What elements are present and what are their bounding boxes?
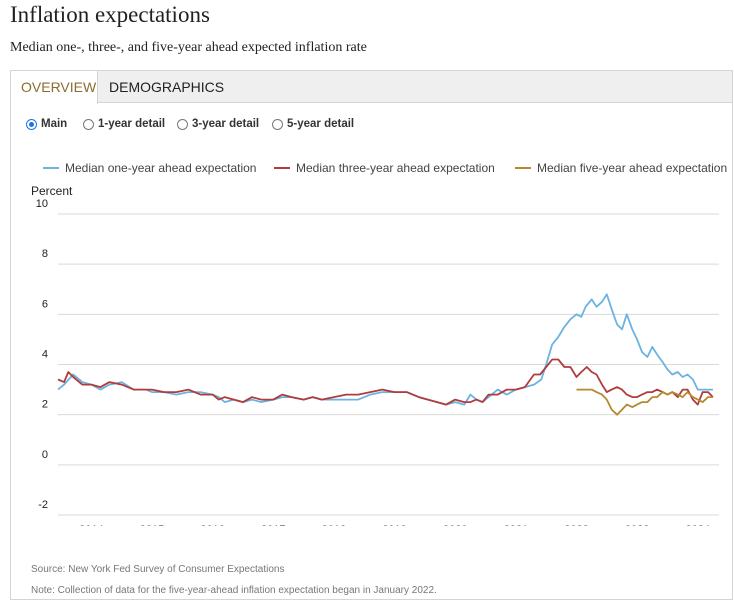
- radio-main-label: Main: [41, 118, 68, 130]
- x-tick-label: 2019: [382, 524, 406, 526]
- radio-main[interactable]: Main: [26, 115, 67, 133]
- series-line-three-year: [57, 358, 714, 406]
- x-tick-label: 2021: [504, 524, 528, 526]
- legend-item-three-year[interactable]: Median three-year ahead expectation: [274, 161, 495, 175]
- legend-item-five-year[interactable]: Median five-year ahead expectation: [515, 161, 727, 175]
- radio-1-year-indicator[interactable]: [83, 118, 94, 130]
- x-tick-label: 2014: [79, 524, 103, 526]
- radio-3-year-indicator[interactable]: [177, 118, 188, 130]
- footnote: Note: Collection of data for the five-ye…: [31, 585, 437, 596]
- legend-swatch-five-year: [515, 167, 531, 169]
- radio-3-year-label: 3-year detail: [192, 118, 260, 130]
- y-tick-label: 0: [42, 449, 48, 461]
- y-axis-label: Percent: [31, 184, 73, 198]
- radio-1-year-label: 1-year detail: [98, 118, 166, 130]
- legend-item-one-year[interactable]: Median one-year ahead expectation: [43, 161, 256, 175]
- series-line-one-year: [57, 293, 713, 406]
- page-subtitle: Median one-, three-, and five-year ahead…: [10, 40, 367, 55]
- y-tick-label: 10: [36, 198, 48, 210]
- radio-1-year-detail[interactable]: 1-year detail: [83, 115, 165, 133]
- x-tick-label: 2023: [625, 524, 649, 526]
- y-tick-label: 2: [42, 399, 48, 411]
- tab-demographics[interactable]: DEMOGRAPHICS: [109, 79, 225, 95]
- source-note: Source: New York Fed Survey of Consumer …: [31, 564, 285, 575]
- y-tick-label: 8: [42, 248, 48, 260]
- tab-bar: OVERVIEW DEMOGRAPHICS: [11, 71, 732, 104]
- chart-legend: Median one-year ahead expectation Median…: [11, 161, 732, 179]
- legend-label-three-year: Median three-year ahead expectation: [296, 161, 495, 175]
- tab-overview[interactable]: OVERVIEW: [11, 71, 98, 104]
- x-tick-label: 2016: [200, 524, 224, 526]
- x-tick-label: 2018: [322, 524, 346, 526]
- radio-3-year-detail[interactable]: 3-year detail: [177, 115, 259, 133]
- radio-5-year-detail[interactable]: 5-year detail: [272, 115, 354, 133]
- x-tick-label: 2017: [261, 524, 285, 526]
- legend-label-five-year: Median five-year ahead expectation: [537, 161, 728, 175]
- y-tick-label: 6: [42, 298, 48, 310]
- x-tick-label: 2022: [564, 524, 588, 526]
- radio-main-indicator[interactable]: [26, 118, 37, 130]
- page-title: Inflation expectations: [10, 2, 210, 27]
- y-tick-label: -2: [38, 499, 48, 511]
- radio-5-year-indicator[interactable]: [272, 118, 283, 130]
- series-line-five-year: [576, 388, 713, 416]
- legend-label-one-year: Median one-year ahead expectation: [65, 161, 257, 175]
- line-chart: -2 0 2 4 6 8 10 2014 2015 2016 2017 2018 2019 2020 202…: [36, 198, 719, 526]
- chart-panel: OVERVIEW DEMOGRAPHICS Main 1-year detail…: [10, 70, 733, 600]
- y-tick-label: 4: [42, 349, 48, 361]
- x-tick-label: 2015: [140, 524, 164, 526]
- radio-5-year-label: 5-year detail: [287, 118, 355, 130]
- x-tick-label: 2020: [443, 524, 467, 526]
- legend-swatch-three-year: [274, 167, 290, 169]
- legend-swatch-one-year: [43, 167, 59, 169]
